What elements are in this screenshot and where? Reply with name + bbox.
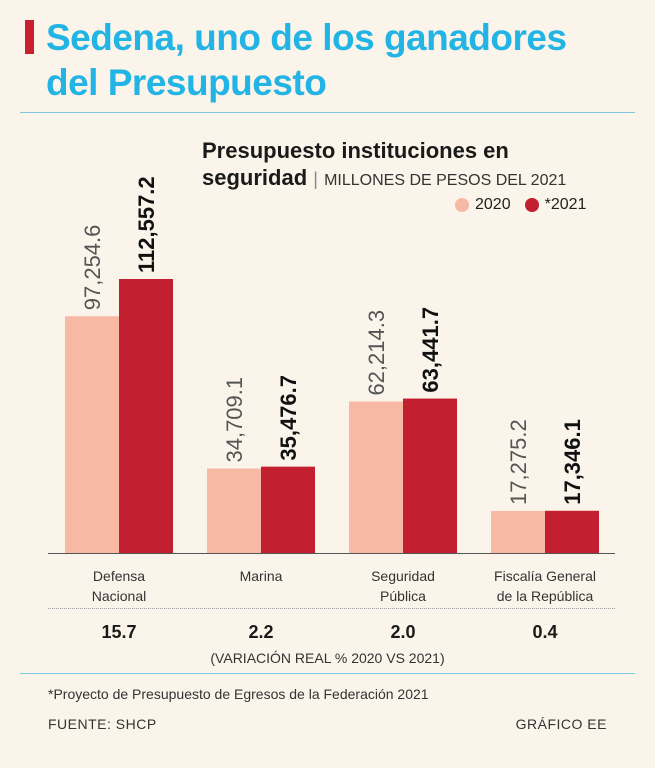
bar-seguridad-2020 [349, 401, 403, 553]
bar-marina-2020 [207, 468, 261, 553]
bar-fiscalia-2020 [491, 510, 545, 553]
chart-title-separator: | [313, 169, 318, 189]
bar-chart: 97,254.6 34,709.1 62,214.3 17,275.2 112,557.… [48, 176, 615, 554]
category-label-fiscalia: Fiscalía General de la República [470, 566, 620, 606]
data-label-marina-2020: 34,709.1 [222, 377, 247, 463]
data-label-marina-2021: 35,476.7 [276, 375, 301, 461]
category-label-line: Nacional [91, 588, 147, 604]
data-label-defensa-2020: 97,254.6 [80, 225, 105, 311]
headline: Sedena, uno de los ganadores del Presupu… [46, 15, 646, 105]
category-label-marina: Marina [186, 566, 336, 586]
variation-value-seguridad: 2.0 [390, 622, 416, 642]
bar-defensa-2020 [65, 316, 119, 553]
headline-divider [20, 112, 635, 113]
data-label-defensa-2021: 112,557.2 [134, 176, 159, 273]
source: FUENTE: SHCP [48, 716, 157, 732]
category-label-line: Defensa [92, 568, 146, 584]
legend-label-2021: *2021 [544, 196, 587, 213]
chart-title: Presupuesto instituciones en seguridad |… [202, 137, 566, 194]
footer-divider [20, 673, 635, 674]
headline-line-1: Sedena, uno de los ganadores [46, 17, 567, 58]
data-label-fiscalia-2021: 17,346.1 [560, 419, 585, 505]
category-label-line: Seguridad [371, 568, 435, 584]
category-label-line: de la República [496, 588, 594, 604]
legend-item-2021: *2021 [524, 196, 587, 214]
bar-marina-2021 [261, 466, 315, 553]
category-label-defensa: Defensa Nacional [44, 566, 194, 606]
category-label-line: Fiscalía General [494, 568, 596, 584]
data-label-seguridad-2020: 62,214.3 [364, 310, 389, 396]
legend-label-2020: 2020 [475, 196, 511, 213]
variation-divider [48, 608, 615, 609]
variation-value-marina: 2.2 [248, 622, 274, 642]
legend-swatch-2021 [524, 198, 539, 212]
category-label-seguridad: Seguridad Pública [328, 566, 478, 606]
credit: GRÁFICO EE [515, 716, 607, 732]
category-label-line: Marina [239, 568, 283, 584]
variation-caption: (VARIACIÓN REAL % 2020 VS 2021) [210, 650, 445, 666]
bar-seguridad-2021 [403, 398, 457, 553]
data-label-fiscalia-2020: 17,275.2 [506, 419, 531, 505]
chart-title-line-1: Presupuesto instituciones en [202, 138, 509, 163]
bar-fiscalia-2021 [545, 510, 599, 553]
footnote: *Proyecto de Presupuesto de Egresos de l… [48, 686, 429, 702]
data-label-seguridad-2021: 63,441.7 [418, 307, 443, 393]
legend-swatch-2020 [455, 198, 469, 212]
bar-defensa-2021 [119, 279, 173, 553]
chart-title-line-2: seguridad [202, 165, 308, 190]
headline-accent-bar [25, 20, 34, 54]
legend: 2020 *2021 [455, 196, 600, 214]
legend-item-2020: 2020 [455, 196, 511, 214]
headline-line-2: del Presupuesto [46, 62, 327, 103]
chart-unit: MILLONES DE PESOS DEL 2021 [324, 172, 567, 189]
variation-value-defensa: 15.7 [101, 622, 137, 642]
variation-value-fiscalia: 0.4 [532, 622, 558, 642]
category-label-line: Pública [380, 588, 426, 604]
